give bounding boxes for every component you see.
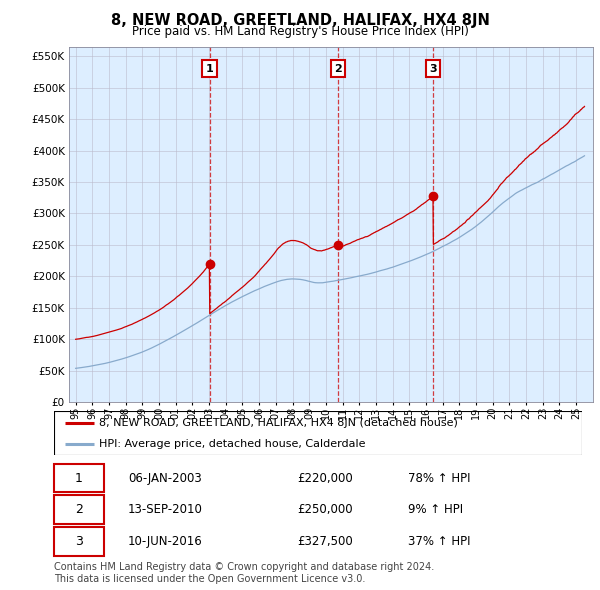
- Text: £327,500: £327,500: [297, 535, 353, 548]
- Text: 78% ↑ HPI: 78% ↑ HPI: [408, 471, 470, 484]
- Text: 3: 3: [430, 64, 437, 74]
- Text: £220,000: £220,000: [297, 471, 353, 484]
- Text: 9% ↑ HPI: 9% ↑ HPI: [408, 503, 463, 516]
- Text: 3: 3: [75, 535, 83, 548]
- FancyBboxPatch shape: [54, 496, 104, 524]
- Text: 2: 2: [75, 503, 83, 516]
- Text: 06-JAN-2003: 06-JAN-2003: [128, 471, 202, 484]
- Text: HPI: Average price, detached house, Calderdale: HPI: Average price, detached house, Cald…: [99, 440, 365, 450]
- Text: 10-JUN-2016: 10-JUN-2016: [128, 535, 203, 548]
- Text: Contains HM Land Registry data © Crown copyright and database right 2024.
This d: Contains HM Land Registry data © Crown c…: [54, 562, 434, 584]
- Text: 8, NEW ROAD, GREETLAND, HALIFAX, HX4 8JN: 8, NEW ROAD, GREETLAND, HALIFAX, HX4 8JN: [110, 13, 490, 28]
- Text: £250,000: £250,000: [297, 503, 353, 516]
- Text: 13-SEP-2010: 13-SEP-2010: [128, 503, 203, 516]
- FancyBboxPatch shape: [54, 464, 104, 493]
- FancyBboxPatch shape: [54, 527, 104, 556]
- Text: 1: 1: [206, 64, 214, 74]
- Text: 8, NEW ROAD, GREETLAND, HALIFAX, HX4 8JN (detached house): 8, NEW ROAD, GREETLAND, HALIFAX, HX4 8JN…: [99, 418, 458, 428]
- Text: 2: 2: [334, 64, 341, 74]
- Text: 1: 1: [75, 471, 83, 484]
- Text: 37% ↑ HPI: 37% ↑ HPI: [408, 535, 470, 548]
- Text: Price paid vs. HM Land Registry's House Price Index (HPI): Price paid vs. HM Land Registry's House …: [131, 25, 469, 38]
